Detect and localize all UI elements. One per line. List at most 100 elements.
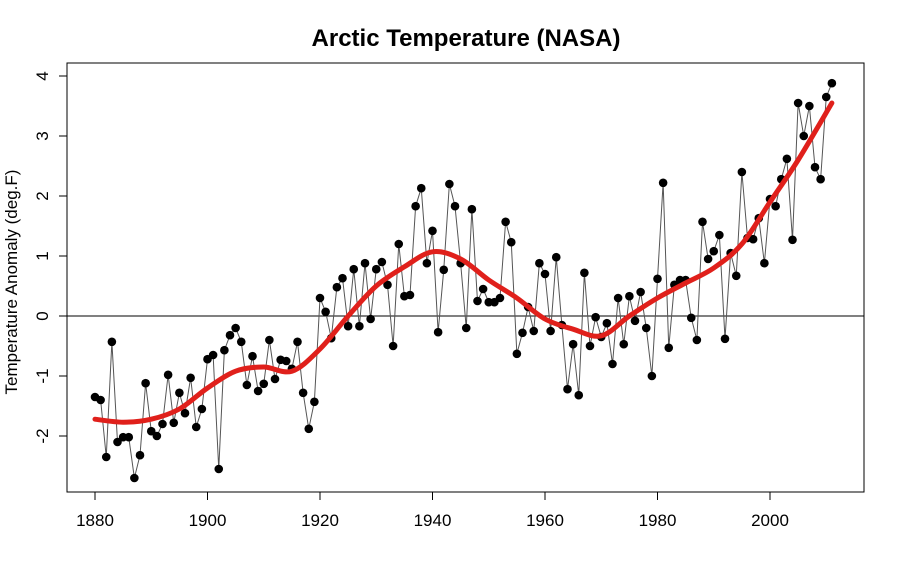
data-point: [394, 239, 404, 249]
data-point: [293, 337, 302, 347]
y-tick-label: 1: [33, 251, 52, 260]
data-point: [551, 252, 561, 262]
annual-series-line: [94, 83, 833, 479]
x-tick-label: 1980: [639, 511, 677, 530]
data-point: [782, 154, 792, 164]
data-point: [467, 204, 477, 214]
data-point: [405, 290, 415, 300]
data-point: [355, 321, 364, 331]
data-point: [698, 217, 707, 227]
data-point: [478, 284, 488, 294]
data-point: [152, 431, 162, 441]
data-point: [518, 328, 527, 338]
y-tick-label: -1: [33, 368, 52, 383]
data-point: [664, 343, 674, 353]
x-tick-label: 1920: [301, 511, 339, 530]
data-point: [501, 217, 510, 227]
data-point: [445, 179, 454, 189]
y-tick-label: -2: [33, 428, 52, 443]
data-point: [236, 337, 246, 347]
data-point: [304, 424, 314, 434]
data-point: [473, 296, 482, 306]
x-tick-label: 1960: [526, 511, 564, 530]
data-point: [315, 293, 325, 303]
data-point: [208, 350, 218, 360]
data-point: [540, 269, 550, 279]
data-point: [568, 339, 578, 349]
data-point: [360, 258, 370, 268]
data-point: [411, 201, 420, 211]
data-point: [383, 280, 392, 290]
data-point: [298, 388, 308, 398]
data-point: [580, 268, 589, 278]
data-point: [703, 254, 713, 264]
data-point: [771, 201, 780, 211]
data-point: [214, 464, 224, 474]
data-point: [720, 334, 730, 344]
data-point: [715, 230, 724, 240]
data-point: [591, 312, 600, 322]
smoothed-trend-line: [92, 100, 835, 425]
data-point: [377, 257, 387, 267]
data-point: [113, 437, 122, 447]
data-point: [535, 258, 544, 268]
data-point: [124, 432, 134, 442]
data-point: [647, 371, 657, 381]
data-point: [630, 316, 640, 326]
data-point: [343, 321, 353, 331]
data-point: [433, 327, 443, 337]
y-tick-label: 4: [33, 71, 52, 80]
data-point: [641, 323, 651, 333]
data-point: [388, 341, 398, 351]
data-point: [512, 349, 522, 359]
data-point: [169, 418, 179, 428]
data-point: [265, 335, 274, 345]
data-point: [546, 326, 555, 336]
data-point: [270, 374, 280, 384]
data-point: [220, 345, 229, 355]
x-tick-label: 1900: [189, 511, 227, 530]
data-point: [563, 384, 572, 394]
data-point: [416, 183, 426, 193]
x-tick-label: 1940: [414, 511, 452, 530]
data-point: [788, 235, 797, 245]
data-point: [366, 314, 375, 324]
data-point: [748, 234, 758, 244]
data-point: [248, 351, 257, 361]
data-point: [805, 101, 814, 111]
data-point: [332, 282, 342, 292]
data-point: [692, 335, 702, 345]
x-tick-label: 2000: [751, 511, 789, 530]
data-point: [175, 388, 184, 398]
data-point: [259, 379, 269, 389]
data-point: [821, 92, 831, 102]
data-point: [281, 356, 291, 366]
data-point: [619, 339, 629, 349]
x-tick-label: 1880: [76, 511, 114, 530]
data-point: [253, 386, 263, 396]
chart-title: Arctic Temperature (NASA): [312, 25, 621, 52]
y-tick-label: 3: [33, 131, 52, 140]
data-point: [686, 313, 696, 323]
data-point: [338, 273, 347, 283]
data-point: [816, 174, 825, 184]
data-point: [709, 246, 719, 256]
data-point: [737, 167, 747, 177]
data-point: [827, 78, 837, 88]
data-point: [180, 408, 190, 418]
data-point: [439, 265, 449, 275]
data-point: [242, 380, 252, 390]
data-point: [146, 426, 156, 436]
data-point: [636, 287, 645, 297]
data-point: [130, 473, 139, 483]
data-point: [506, 237, 516, 247]
data-point: [658, 178, 668, 188]
data-point: [101, 452, 111, 462]
data-point: [608, 359, 617, 369]
data-point: [349, 264, 359, 274]
data-point: [625, 291, 634, 301]
data-point: [793, 98, 803, 108]
data-point: [428, 226, 437, 236]
y-axis-label: Temperature Anomaly (deg.F): [2, 170, 21, 395]
